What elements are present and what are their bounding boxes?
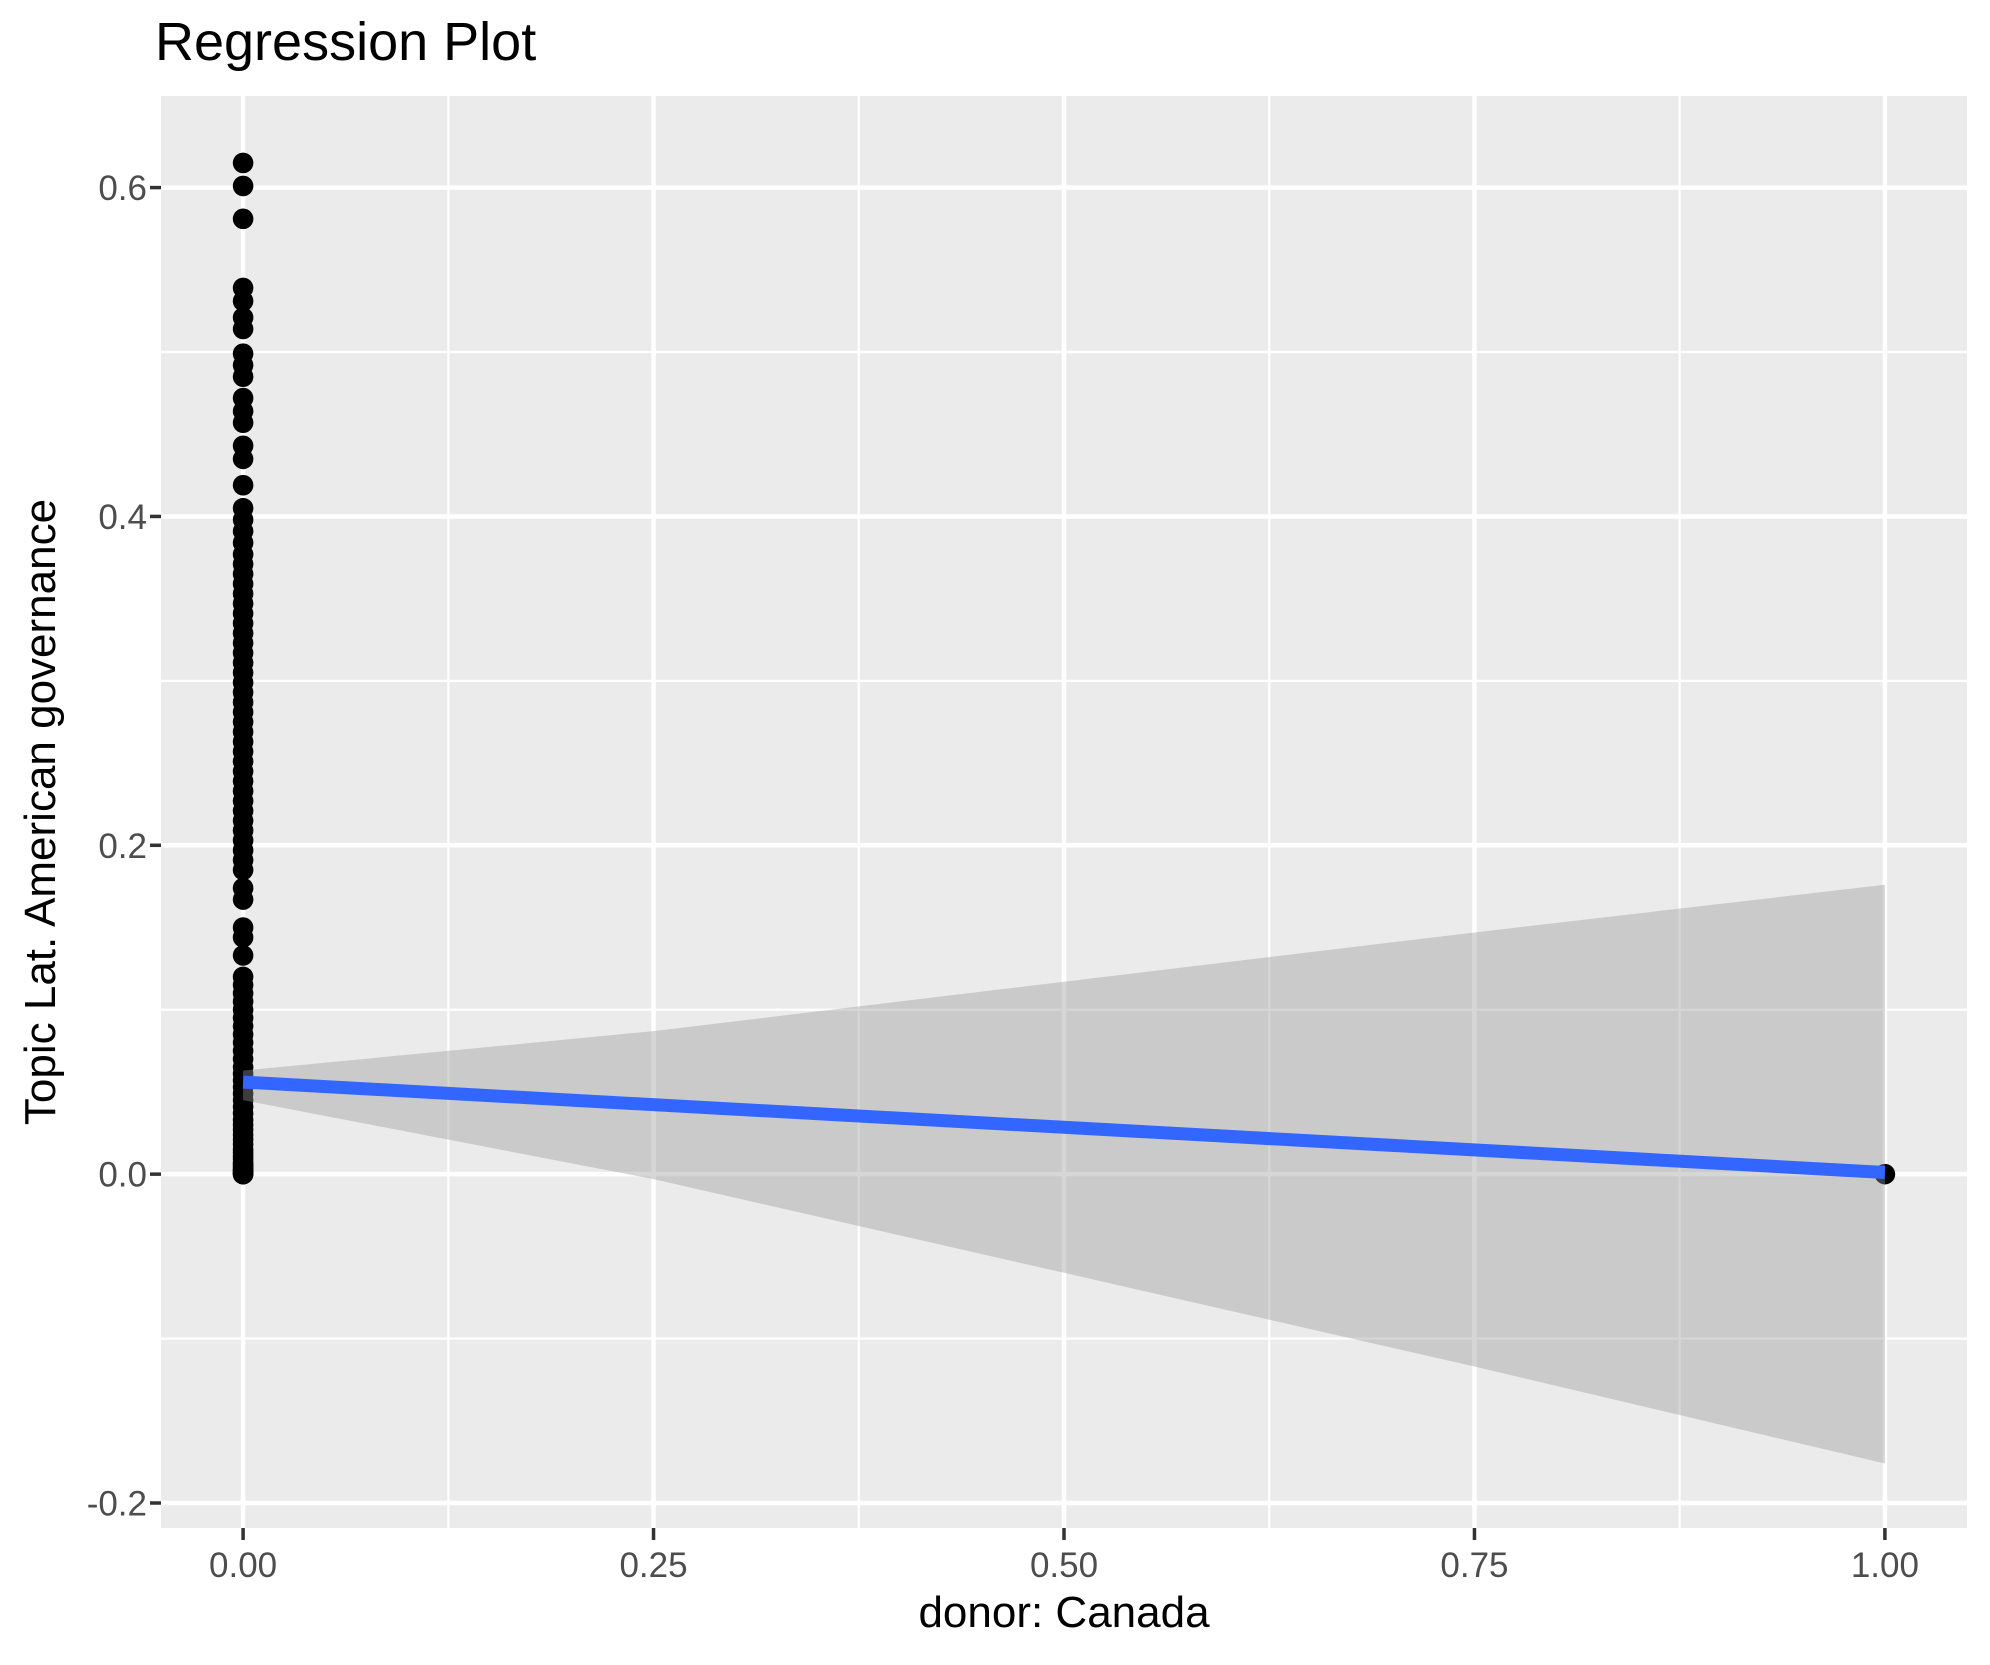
x-axis-title: donor: Canada [918, 1588, 1210, 1637]
scatter-point [232, 448, 254, 470]
x-tick-label: 1.00 [1851, 1546, 1919, 1585]
regression-line [242, 1075, 1886, 1179]
y-tick-label: 0.2 [98, 827, 147, 866]
plot-title: Regression Plot [155, 12, 537, 72]
scatter-point [232, 412, 254, 434]
scatter-point [232, 927, 254, 948]
scatter-point [232, 175, 254, 197]
scatter-point [232, 318, 254, 340]
confidence-band [243, 884, 1885, 1464]
y-tick-label: 0.0 [98, 1156, 147, 1195]
scatter-point [232, 474, 254, 496]
scatter-point [232, 889, 254, 910]
y-axis-title: Topic Lat. American governance [16, 498, 65, 1126]
scatter-point [232, 152, 254, 174]
x-tick-label: 0.25 [619, 1546, 687, 1585]
y-tick-label: -0.2 [87, 1485, 147, 1524]
scatter-point [232, 945, 254, 966]
y-tick-label: 0.4 [98, 498, 147, 537]
scatter-point [232, 290, 254, 312]
scatter-point [232, 859, 254, 881]
scatter-point [232, 366, 254, 387]
scatter-point [232, 1163, 254, 1185]
x-tick-label: 0.00 [209, 1546, 277, 1585]
y-tick-label: 0.6 [98, 169, 147, 208]
scatter-point [232, 208, 254, 230]
x-tick-label: 0.50 [1030, 1546, 1098, 1585]
x-tick-label: 0.75 [1440, 1546, 1508, 1585]
